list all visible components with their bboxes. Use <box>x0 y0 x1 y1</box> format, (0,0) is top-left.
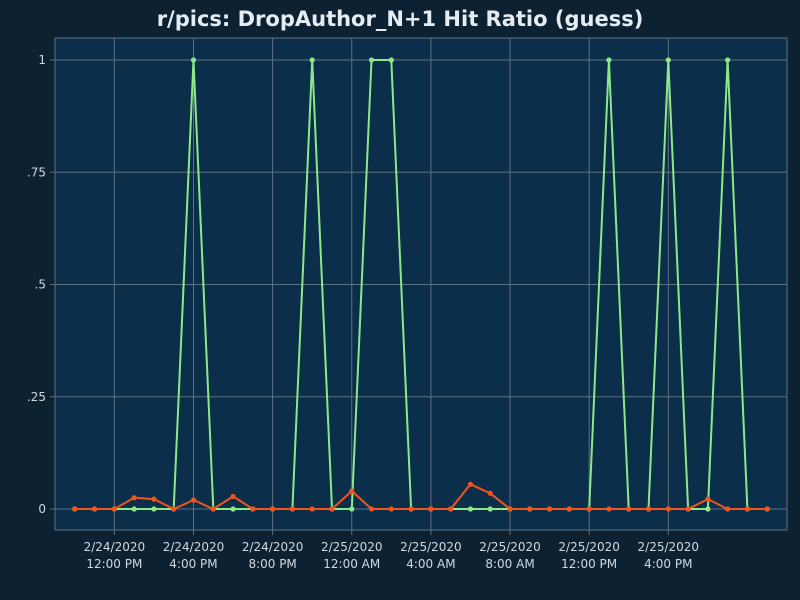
data-point <box>309 57 315 63</box>
data-point <box>250 506 256 512</box>
data-point <box>705 496 711 502</box>
data-point <box>665 57 671 63</box>
data-point <box>131 506 137 512</box>
x-tick-time: 12:00 AM <box>323 557 380 571</box>
x-tick-time: 8:00 AM <box>485 557 534 571</box>
data-point <box>725 506 731 512</box>
data-point <box>230 493 236 500</box>
data-point <box>645 506 652 512</box>
data-point <box>606 57 612 63</box>
chart-title: r/pics: DropAuthor_N+1 Hit Ratio (guess) <box>157 7 644 31</box>
x-tick-date: 2/25/2020 <box>479 540 541 554</box>
data-point <box>368 506 375 512</box>
data-point <box>546 506 553 512</box>
y-tick-label: .5 <box>35 278 46 292</box>
x-tick-date: 2/25/2020 <box>558 540 620 554</box>
x-tick-date: 2/24/2020 <box>242 540 304 554</box>
data-point <box>467 506 474 512</box>
data-point <box>467 481 474 487</box>
data-point <box>349 488 355 494</box>
data-point <box>388 506 394 512</box>
data-point <box>685 506 691 512</box>
data-point <box>705 506 711 512</box>
data-point <box>487 490 493 496</box>
data-point <box>527 506 533 512</box>
x-tick-time: 12:00 PM <box>86 557 142 571</box>
data-point <box>487 506 493 512</box>
x-tick-time: 8:00 PM <box>248 557 296 571</box>
data-point <box>566 506 572 512</box>
data-point <box>448 506 454 512</box>
data-point <box>408 506 414 512</box>
x-tick-date: 2/24/2020 <box>163 540 225 554</box>
x-tick-time: 4:00 PM <box>644 557 692 571</box>
data-point <box>190 497 197 503</box>
x-tick-time: 4:00 AM <box>406 557 455 571</box>
data-point <box>606 506 612 512</box>
data-point <box>91 506 98 512</box>
x-tick-date: 2/25/2020 <box>400 540 462 554</box>
data-point <box>270 506 276 512</box>
data-point <box>744 506 751 512</box>
data-point <box>665 506 671 512</box>
data-point <box>210 506 216 512</box>
data-point <box>111 506 117 512</box>
data-point <box>171 506 177 512</box>
data-point <box>230 506 236 512</box>
y-axis-ticks: 0 .25 .5 .75 1 <box>27 53 55 516</box>
data-point <box>289 506 296 512</box>
y-tick-label: 0 <box>38 502 46 516</box>
data-point <box>131 495 137 501</box>
data-point <box>586 506 592 512</box>
data-point <box>309 506 315 512</box>
data-point <box>151 496 157 502</box>
series <box>72 57 770 512</box>
x-tick-time: 4:00 PM <box>169 557 217 571</box>
data-point <box>368 57 375 63</box>
data-point <box>764 506 770 512</box>
x-tick-time: 12:00 PM <box>561 557 617 571</box>
data-point <box>329 506 335 512</box>
data-point <box>725 57 731 63</box>
data-point <box>190 57 197 63</box>
data-point <box>626 506 632 512</box>
series-line <box>74 483 768 510</box>
data-point <box>428 506 434 512</box>
x-tick-date: 2/24/2020 <box>84 540 146 554</box>
data-point <box>507 506 513 512</box>
y-tick-label: .75 <box>27 165 46 179</box>
x-tick-date: 2/25/2020 <box>638 540 700 554</box>
x-axis-ticks: 2/24/2020 12:00 PM 2/24/2020 4:00 PM 2/24/20… <box>84 530 699 571</box>
data-point <box>151 506 157 512</box>
y-tick-label: .25 <box>27 390 46 404</box>
data-point <box>349 506 355 512</box>
series-2 <box>72 481 770 512</box>
data-point <box>388 57 394 63</box>
y-tick-label: 1 <box>38 53 46 67</box>
x-tick-date: 2/25/2020 <box>321 540 383 554</box>
data-point <box>72 506 78 512</box>
